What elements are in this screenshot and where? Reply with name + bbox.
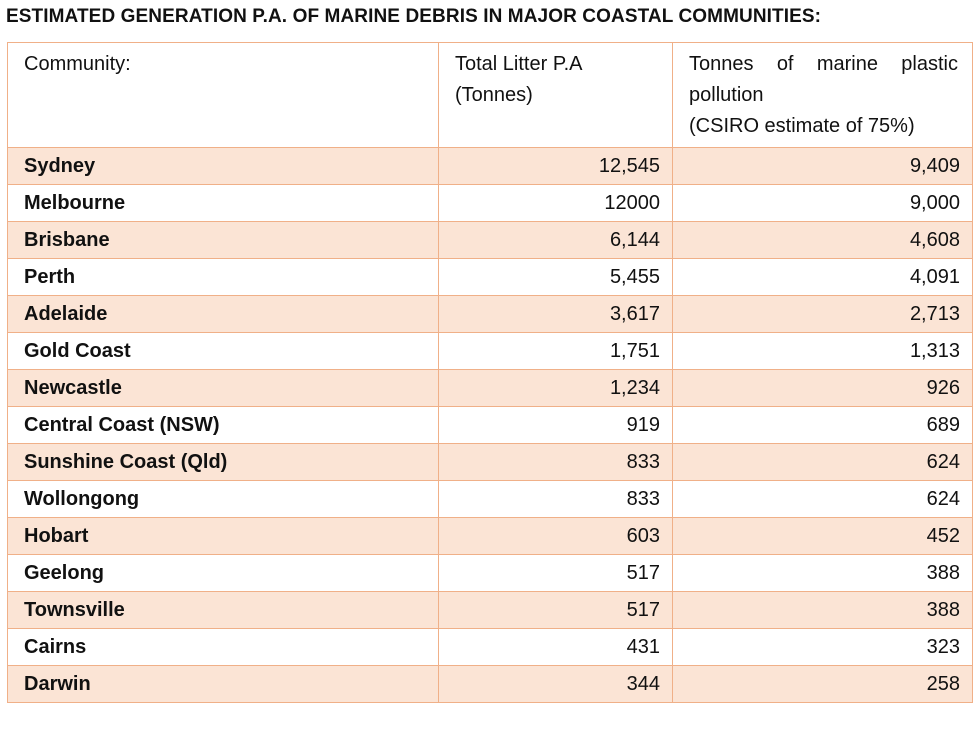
community-cell: Melbourne xyxy=(7,184,439,222)
community-cell: Central Coast (NSW) xyxy=(7,406,439,444)
community-cell: Brisbane xyxy=(7,221,439,259)
header-total-litter-line1: Total Litter P.A xyxy=(455,53,583,75)
table-row: Central Coast (NSW) 919 689 xyxy=(7,406,973,444)
community-cell: Cairns xyxy=(7,628,439,666)
header-marine-plastic-word: of xyxy=(776,53,794,75)
total-litter-cell: 344 xyxy=(438,665,673,703)
marine-plastic-cell: 452 xyxy=(672,517,973,555)
total-litter-cell: 833 xyxy=(438,480,673,518)
community-cell: Townsville xyxy=(7,591,439,629)
table-row: Sydney 12,545 9,409 xyxy=(7,147,973,185)
marine-plastic-cell: 9,409 xyxy=(672,147,973,185)
community-cell: Hobart xyxy=(7,517,439,555)
total-litter-cell: 12,545 xyxy=(438,147,673,185)
header-marine-plastic-line1: Tonnes of marine plastic xyxy=(689,49,958,80)
header-marine-plastic-word: plastic xyxy=(901,53,958,75)
marine-plastic-cell: 624 xyxy=(672,443,973,481)
total-litter-cell: 833 xyxy=(438,443,673,481)
header-row: Community: Total Litter P.A (Tonnes) Ton… xyxy=(7,42,973,148)
marine-plastic-cell: 388 xyxy=(672,591,973,629)
header-community-label: Community: xyxy=(24,53,131,75)
community-cell: Perth xyxy=(7,258,439,296)
table-row: Cairns 431 323 xyxy=(7,628,973,666)
header-total-litter-line2: (Tonnes) xyxy=(455,84,533,106)
header-community: Community: xyxy=(7,42,439,148)
marine-plastic-cell: 926 xyxy=(672,369,973,407)
total-litter-cell: 517 xyxy=(438,554,673,592)
marine-plastic-cell: 323 xyxy=(672,628,973,666)
marine-debris-table: Community: Total Litter P.A (Tonnes) Ton… xyxy=(7,42,973,703)
table-row: Adelaide 3,617 2,713 xyxy=(7,295,973,333)
table-row: Gold Coast 1,751 1,313 xyxy=(7,332,973,370)
total-litter-cell: 431 xyxy=(438,628,673,666)
table-row: Wollongong 833 624 xyxy=(7,480,973,518)
marine-plastic-cell: 4,608 xyxy=(672,221,973,259)
total-litter-cell: 1,234 xyxy=(438,369,673,407)
community-cell: Wollongong xyxy=(7,480,439,518)
marine-plastic-cell: 1,313 xyxy=(672,332,973,370)
table-row: Geelong 517 388 xyxy=(7,554,973,592)
table-row: Melbourne 12000 9,000 xyxy=(7,184,973,222)
header-total-litter: Total Litter P.A (Tonnes) xyxy=(438,42,673,148)
total-litter-cell: 6,144 xyxy=(438,221,673,259)
header-marine-plastic: Tonnes of marine plastic pollution (CSIR… xyxy=(672,42,973,148)
table-row: Newcastle 1,234 926 xyxy=(7,369,973,407)
table-title: ESTIMATED GENERATION P.A. OF MARINE DEBR… xyxy=(6,6,822,27)
table-row: Townsville 517 388 xyxy=(7,591,973,629)
community-cell: Darwin xyxy=(7,665,439,703)
table-row: Darwin 344 258 xyxy=(7,665,973,703)
total-litter-cell: 517 xyxy=(438,591,673,629)
total-litter-cell: 919 xyxy=(438,406,673,444)
total-litter-cell: 12000 xyxy=(438,184,673,222)
table-row: Sunshine Coast (Qld) 833 624 xyxy=(7,443,973,481)
table-row: Hobart 603 452 xyxy=(7,517,973,555)
marine-plastic-cell: 4,091 xyxy=(672,258,973,296)
header-marine-plastic-word: Tonnes xyxy=(689,53,754,75)
marine-plastic-cell: 624 xyxy=(672,480,973,518)
total-litter-cell: 5,455 xyxy=(438,258,673,296)
marine-plastic-cell: 9,000 xyxy=(672,184,973,222)
header-marine-plastic-line3: (CSIRO estimate of 75%) xyxy=(689,115,915,137)
community-cell: Sunshine Coast (Qld) xyxy=(7,443,439,481)
header-marine-plastic-word: marine xyxy=(816,53,878,75)
community-cell: Gold Coast xyxy=(7,332,439,370)
marine-plastic-cell: 689 xyxy=(672,406,973,444)
community-cell: Adelaide xyxy=(7,295,439,333)
community-cell: Sydney xyxy=(7,147,439,185)
marine-plastic-cell: 2,713 xyxy=(672,295,973,333)
header-marine-plastic-line2: pollution xyxy=(689,84,764,106)
total-litter-cell: 603 xyxy=(438,517,673,555)
marine-plastic-cell: 258 xyxy=(672,665,973,703)
total-litter-cell: 3,617 xyxy=(438,295,673,333)
total-litter-cell: 1,751 xyxy=(438,332,673,370)
community-cell: Newcastle xyxy=(7,369,439,407)
table-row: Brisbane 6,144 4,608 xyxy=(7,221,973,259)
marine-plastic-cell: 388 xyxy=(672,554,973,592)
community-cell: Geelong xyxy=(7,554,439,592)
table-row: Perth 5,455 4,091 xyxy=(7,258,973,296)
